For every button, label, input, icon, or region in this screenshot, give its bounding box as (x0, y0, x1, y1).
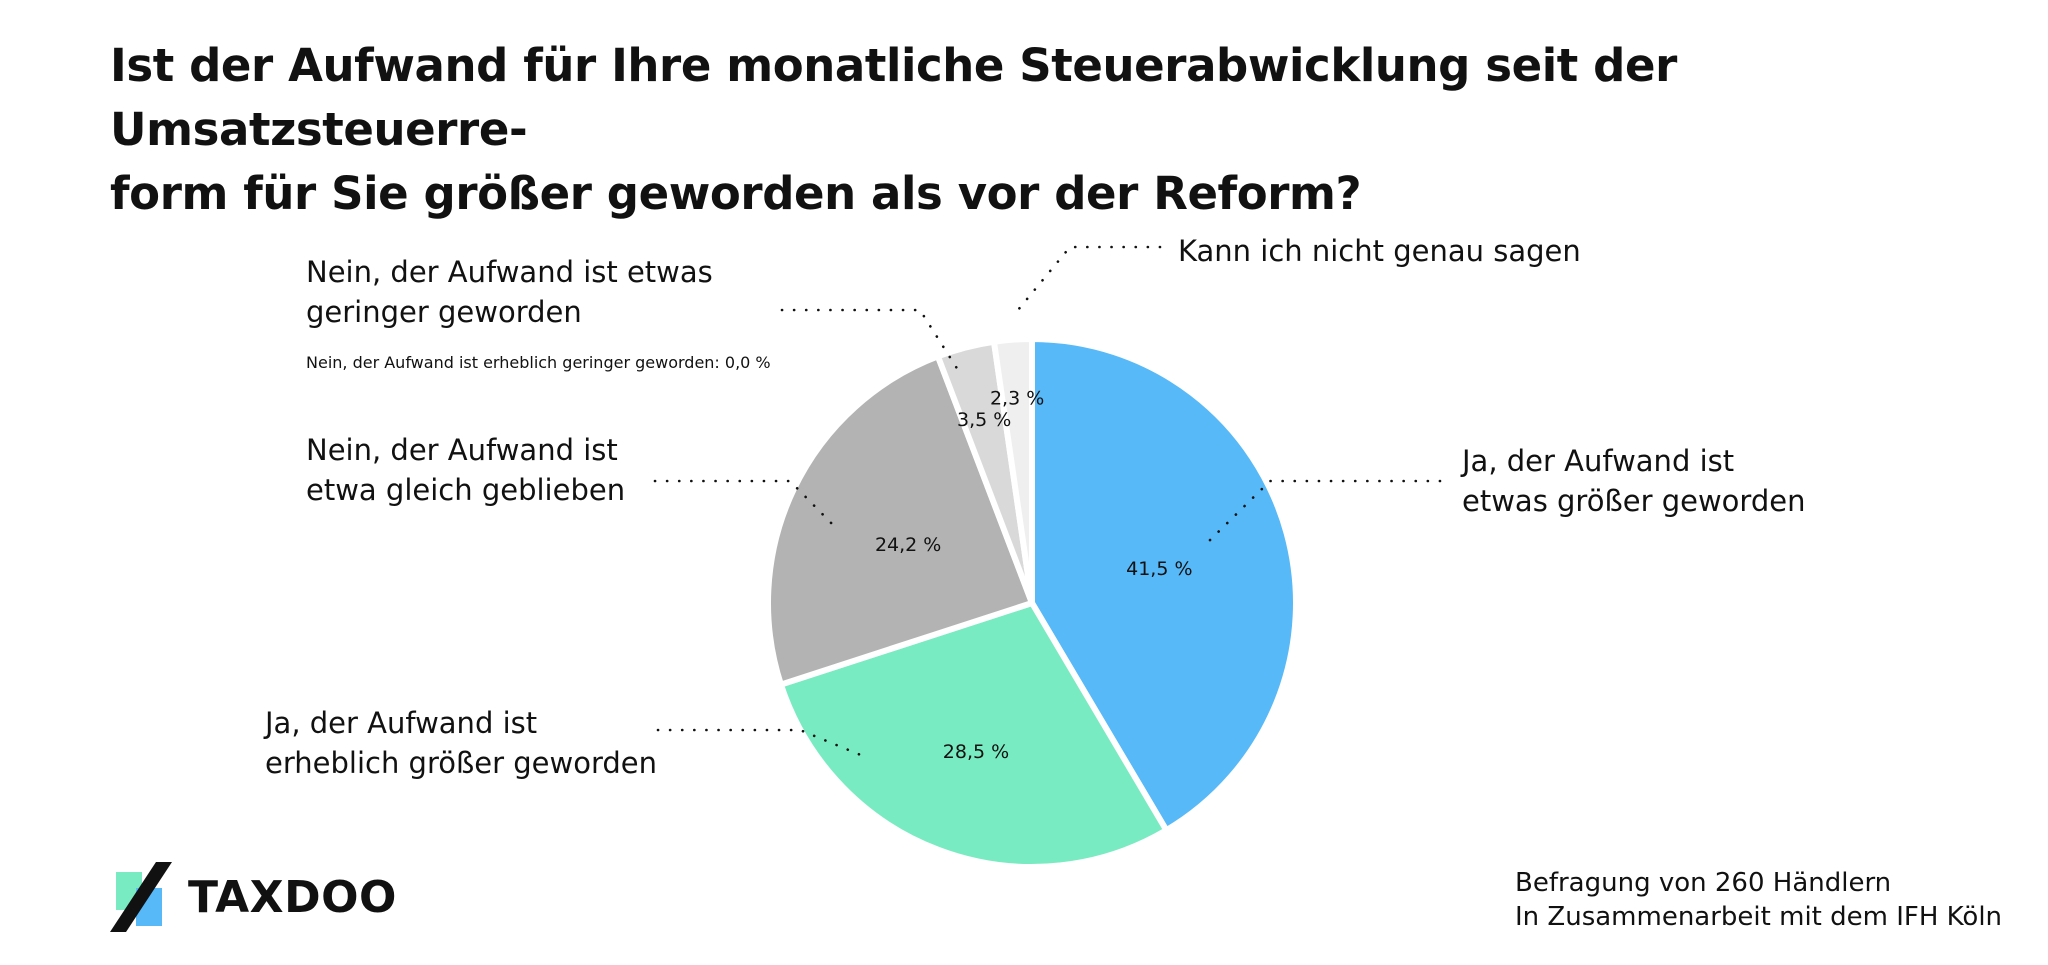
category-label-etwas-groesser: Ja, der Aufwand ist etwas größer geworde… (1460, 444, 1805, 518)
category-label-nicht-genau: Kann ich nicht genau sagen (1178, 234, 1581, 268)
source-note: Befragung von 260 Händlern In Zusammenar… (1515, 866, 2035, 934)
slice-value-label: 2,3 % (990, 388, 1044, 410)
category-label-line: Ja, der Aufwand ist (1460, 444, 1734, 478)
zero-percent-note: Nein, der Aufwand ist erheblich geringer… (306, 353, 771, 372)
taxdoo-logo-icon (110, 862, 172, 932)
category-label-line: Ja, der Aufwand ist (263, 706, 537, 740)
brand-name: TAXDOO (188, 871, 397, 923)
category-label-gleich-geblieben: Nein, der Aufwand ist etwa gleich geblie… (306, 433, 627, 507)
slice-value-label: 3,5 % (957, 409, 1011, 431)
category-label-line: etwa gleich geblieben (306, 473, 625, 507)
pie-slice (990, 336, 1035, 606)
leader-line-nicht-genau (1016, 245, 1162, 312)
slice-value-label: 24,2 % (875, 534, 941, 556)
category-label-line: erheblich größer geworden (265, 746, 657, 780)
title-line-2: form für Sie größer geworden als vor der… (110, 167, 1362, 220)
page-title: Ist der Aufwand für Ihre monatliche Steu… (110, 34, 1960, 226)
category-label-line: geringer geworden (306, 295, 582, 329)
pie-slice (1029, 336, 1299, 834)
category-label-line: Kann ich nicht genau sagen (1178, 234, 1581, 268)
category-label-etwas-geringer: Nein, der Aufwand ist etwas geringer gew… (306, 255, 722, 329)
brand-logo: TAXDOO (110, 862, 397, 932)
category-label-line: Nein, der Aufwand ist etwas (306, 255, 713, 289)
slice-value-label: 28,5 % (943, 741, 1009, 763)
title-line-1: Ist der Aufwand für Ihre monatliche Steu… (110, 39, 1677, 156)
category-label-line: etwas größer geworden (1462, 484, 1805, 518)
category-label-line: Nein, der Aufwand ist (306, 433, 618, 467)
category-label-erheblich-groesser: Ja, der Aufwand ist erheblich größer gew… (263, 706, 657, 780)
leader-line-gleich-geblieben (653, 479, 840, 532)
pie-slice (777, 600, 1170, 870)
leader-line-etwas-groesser (1203, 479, 1442, 547)
slice-value-label: 41,5 % (1126, 558, 1192, 580)
leader-line-erheblich-groesser (656, 728, 870, 760)
source-note-line-2: In Zusammenarbeit mit dem IFH Köln (1515, 902, 2003, 932)
source-note-line-1: Befragung von 260 Händlern (1515, 868, 1892, 898)
